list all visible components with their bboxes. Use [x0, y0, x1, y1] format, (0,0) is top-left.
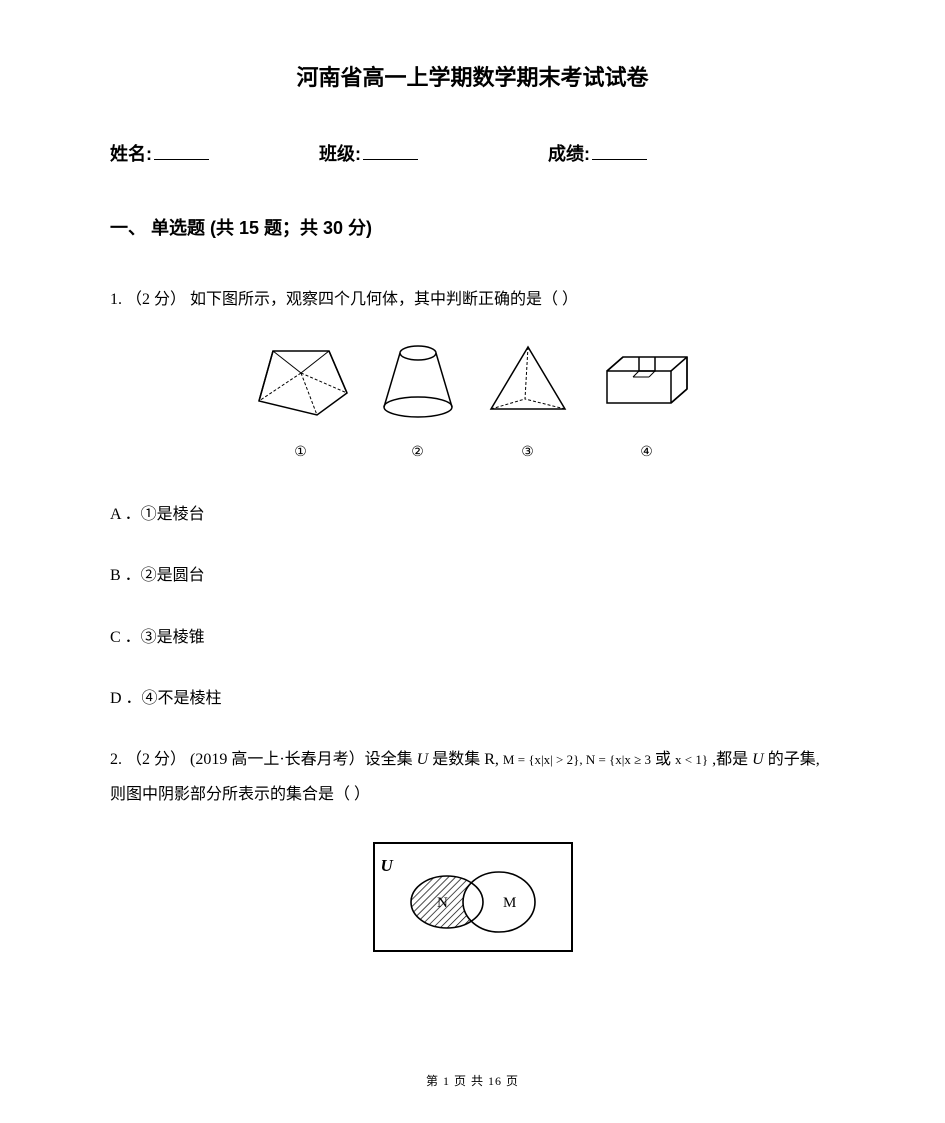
frustum-cone-icon: [379, 341, 457, 421]
footer-suffix: 页: [506, 1074, 519, 1088]
shape-4: ④: [599, 349, 695, 469]
q2-stem: 2. （2 分） (2019 高一上·长春月考）设全集 U 是数集 R, M =…: [110, 742, 835, 777]
score-field: 成绩:: [548, 140, 647, 166]
q1-option-b[interactable]: B ．②是圆台: [110, 558, 835, 593]
q1-options: A ．①是棱台 B ．②是圆台 C ．③是棱锥 D ．④不是棱柱: [110, 497, 835, 716]
name-label: 姓名:: [110, 140, 152, 166]
q2-figure: U: [110, 842, 835, 952]
venn-n-label: N: [437, 895, 448, 911]
q1-option-c[interactable]: C ．③是棱锥: [110, 620, 835, 655]
q1-option-a[interactable]: A ．①是棱台: [110, 497, 835, 532]
q2-mid2: ,都是: [712, 751, 752, 768]
q2-u2: U: [752, 751, 764, 768]
q2-math1: M = {x|x| > 2}, N = {x|x ≥ 3: [503, 752, 651, 767]
class-blank[interactable]: [363, 142, 418, 160]
name-blank[interactable]: [154, 142, 209, 160]
section-1-heading: 一、 单选题 (共 15 题；共 30 分): [110, 214, 835, 240]
q2-math2: x < 1}: [675, 752, 708, 767]
question-1: 1. （2 分） 如下图所示，观察四个几何体，其中判断正确的是（ ）: [110, 282, 835, 716]
score-label: 成绩:: [548, 140, 590, 166]
student-info-row: 姓名: 班级: 成绩:: [110, 140, 835, 166]
frustum-icon: [251, 343, 351, 421]
shape-4-label: ④: [599, 438, 695, 469]
shape-3: ③: [485, 343, 571, 469]
q1-option-d[interactable]: D ．④不是棱柱: [110, 681, 835, 716]
name-field: 姓名:: [110, 140, 209, 166]
shape-1: ①: [251, 343, 351, 469]
pyramid-icon: [485, 343, 571, 421]
q2-or: 或: [655, 751, 675, 768]
footer-page-num: 1: [443, 1074, 450, 1088]
q2-stem-line2: 则图中阴影部分所表示的集合是（ ）: [110, 777, 835, 812]
q1-stem: 1. （2 分） 如下图所示，观察四个几何体，其中判断正确的是（ ）: [110, 282, 835, 317]
shape-2: ②: [379, 341, 457, 469]
q2-mid3: 的子集,: [768, 751, 820, 768]
question-2: 2. （2 分） (2019 高一上·长春月考）设全集 U 是数集 R, M =…: [110, 742, 835, 952]
score-blank[interactable]: [592, 142, 647, 160]
venn-m-label: M: [503, 895, 516, 911]
footer-total: 16: [488, 1074, 502, 1088]
q2-mid1: 是数集 R,: [432, 751, 499, 768]
shape-2-label: ②: [379, 438, 457, 469]
venn-diagram: U: [373, 842, 573, 952]
venn-svg: N M: [375, 844, 571, 950]
q2-pre: 2. （2 分） (2019 高一上·长春月考）设全集: [110, 751, 417, 768]
class-label: 班级:: [319, 140, 361, 166]
q2-u: U: [417, 751, 429, 768]
footer-prefix: 第: [426, 1074, 443, 1088]
q1-figure: ① ②: [110, 341, 835, 469]
shape-3-label: ③: [485, 438, 571, 469]
prism-notch-icon: [599, 349, 695, 421]
page-footer: 第 1 页 共 16 页: [0, 1072, 945, 1089]
shape-1-label: ①: [251, 438, 351, 469]
footer-mid: 页 共: [454, 1074, 488, 1088]
class-field: 班级:: [319, 140, 418, 166]
page: 河南省高一上学期数学期末考试试卷 姓名: 班级: 成绩: 一、 单选题 (共 1…: [0, 0, 945, 1020]
exam-title: 河南省高一上学期数学期末考试试卷: [110, 60, 835, 92]
